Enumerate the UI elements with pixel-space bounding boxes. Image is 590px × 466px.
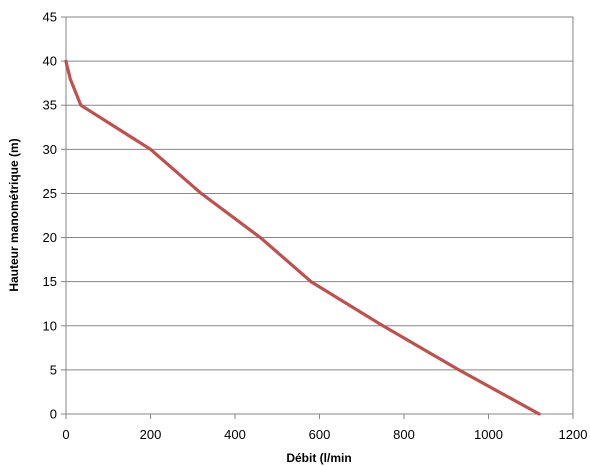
plot-area	[65, 16, 574, 415]
y-tick-label: 30	[43, 142, 57, 157]
y-tick-label: 0	[50, 407, 57, 422]
x-axis-title: Débit (l/min	[286, 451, 351, 465]
series-group	[64, 59, 541, 416]
x-tick-label: 0	[62, 427, 69, 442]
y-axis-title: Hauteur manométrique (m)	[7, 138, 21, 291]
x-tick-label: 600	[309, 427, 331, 442]
y-tick-label: 25	[43, 186, 57, 201]
x-axis-ticks: 0 200 400 600 800 1000 1200	[62, 414, 587, 442]
y-tick-label: 45	[43, 10, 57, 25]
x-tick-label: 400	[224, 427, 246, 442]
y-tick-label: 15	[43, 274, 57, 289]
x-tick-label: 1200	[559, 427, 588, 442]
x-tick-label: 800	[393, 427, 415, 442]
series-line-0	[64, 59, 541, 416]
y-tick-label: 10	[43, 318, 57, 333]
y-axis-ticks: 0 5 10 15 20 25 30 35 40 45	[43, 10, 66, 422]
y-tick-label: 35	[43, 98, 57, 113]
y-tick-label: 20	[43, 230, 57, 245]
x-tick-label: 200	[140, 427, 162, 442]
x-tick-label: 1000	[474, 427, 503, 442]
y-tick-label: 5	[50, 362, 57, 377]
y-tick-label: 40	[43, 54, 57, 69]
